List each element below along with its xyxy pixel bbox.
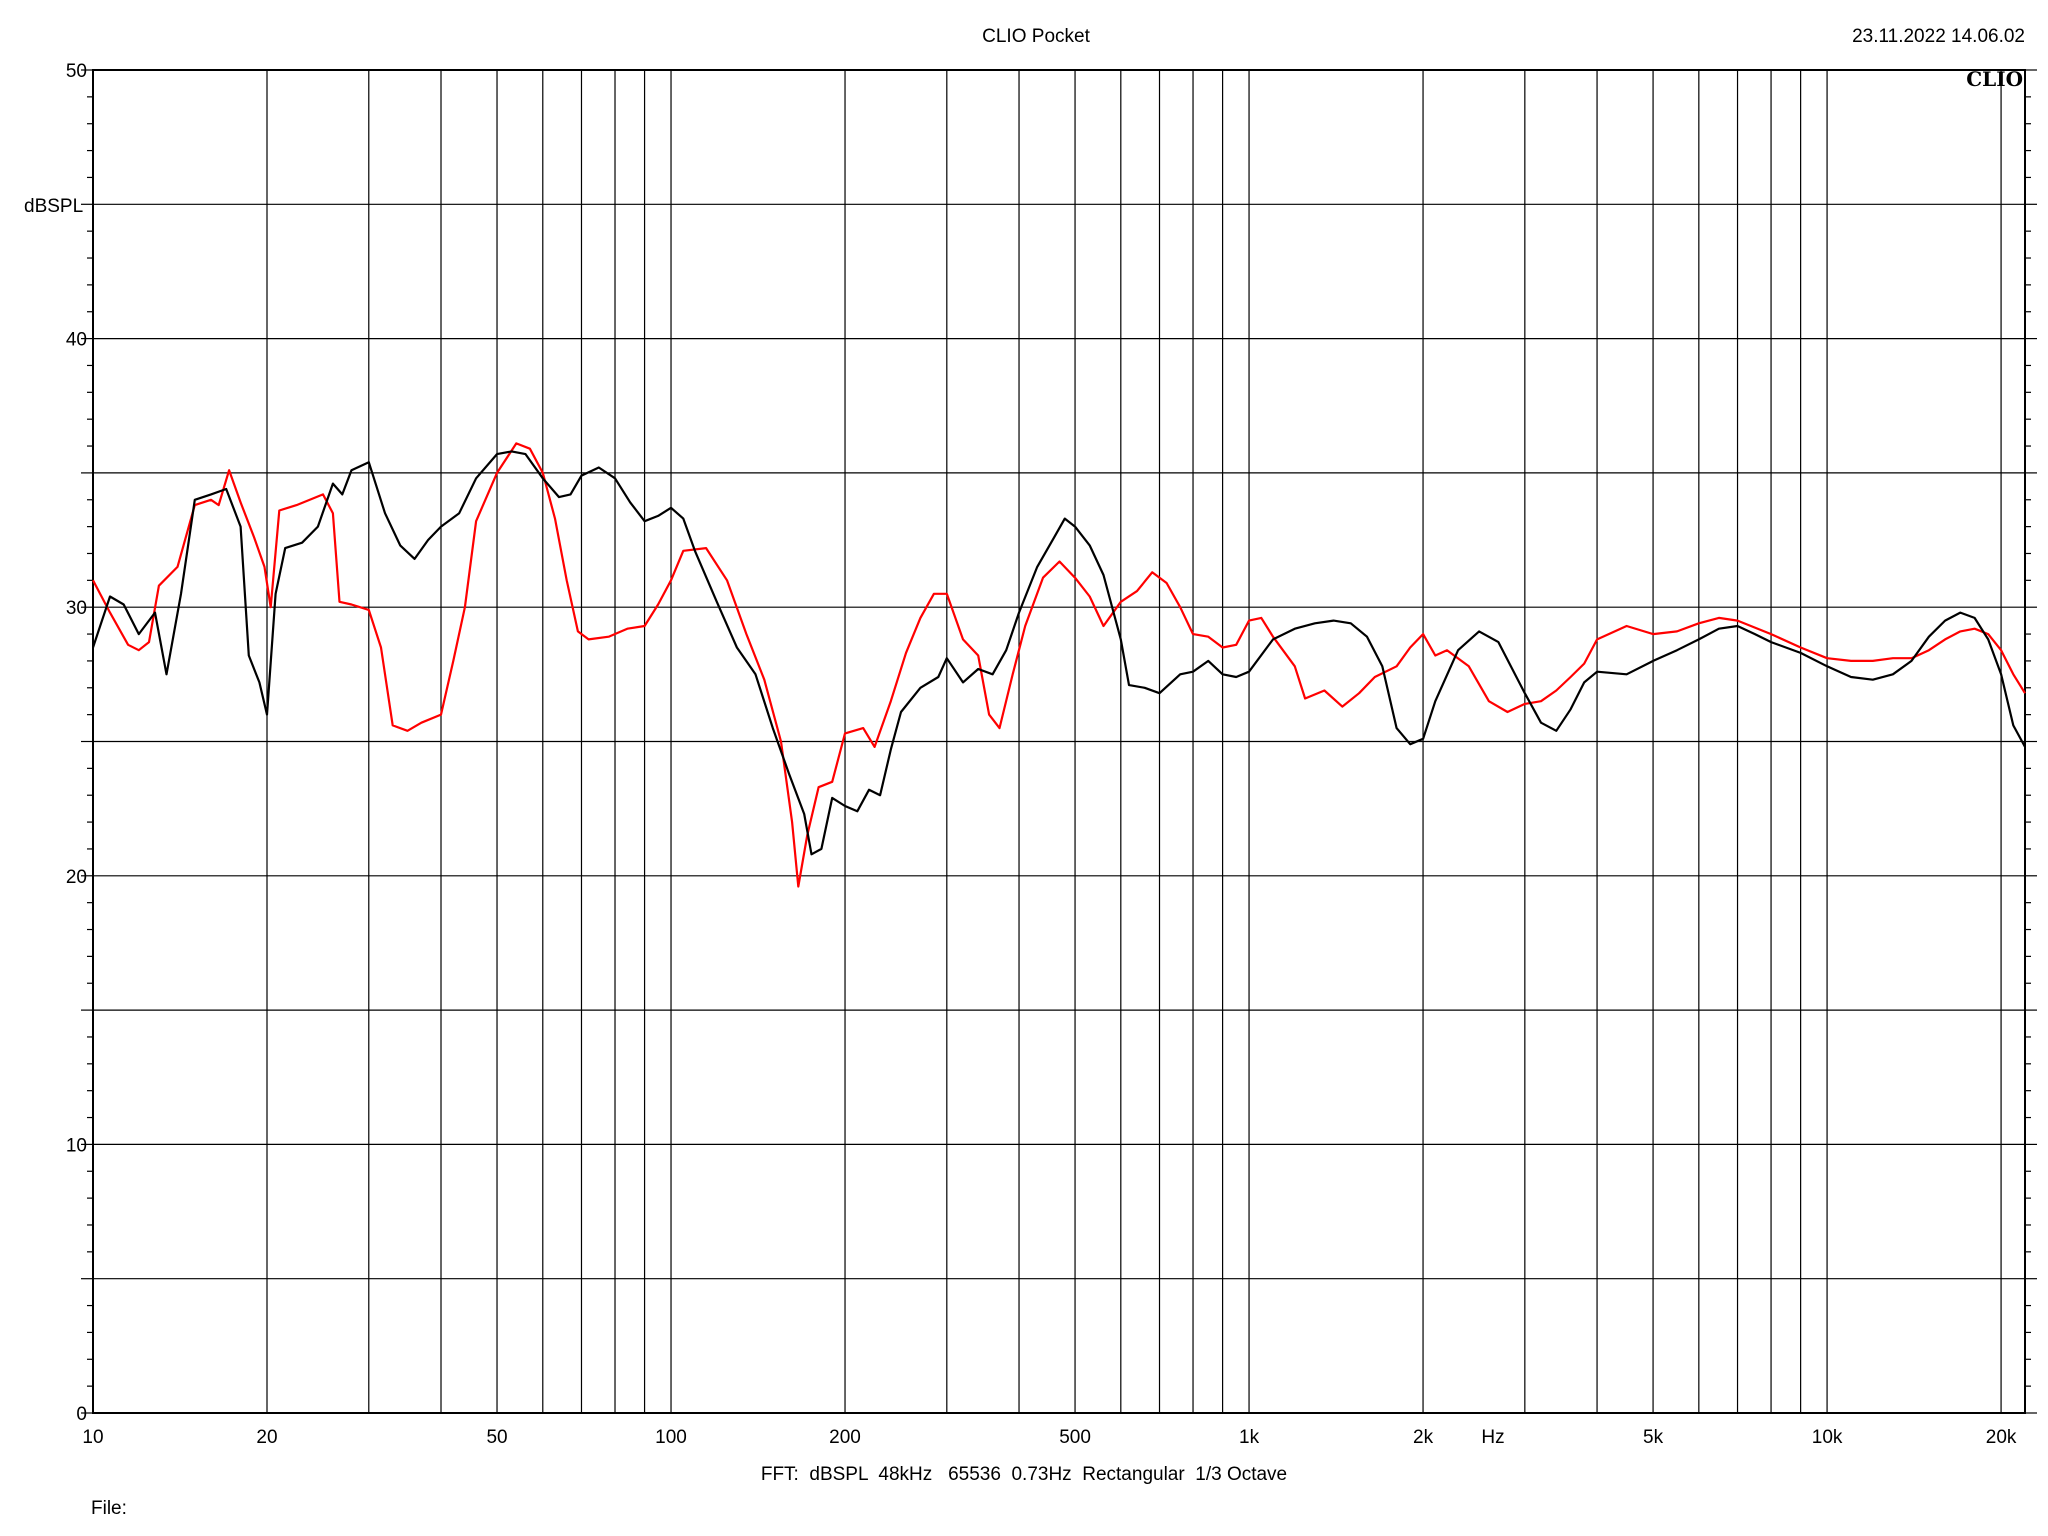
series-layer xyxy=(91,442,2026,888)
x-tick-label: 5k xyxy=(1643,1427,1664,1448)
file-label: File: xyxy=(91,1498,127,1519)
y-tick-label: 10 xyxy=(66,1135,87,1156)
y-tick-label: 0 xyxy=(76,1404,87,1425)
y-tick-label: 30 xyxy=(66,598,87,619)
clio-logo: CLIO xyxy=(1966,67,2023,91)
tick-marks xyxy=(81,69,2037,1414)
x-tick-label: 50 xyxy=(486,1427,507,1448)
x-tick-label: 100 xyxy=(655,1427,687,1448)
x-tick-label: 200 xyxy=(829,1427,861,1448)
measurement-settings: FFT: dBSPL 48kHz 65536 0.73Hz Rectangula… xyxy=(761,1464,1287,1485)
chart-title: CLIO Pocket xyxy=(982,26,1090,47)
y-tick-label: 20 xyxy=(66,867,87,888)
x-tick-label: 500 xyxy=(1059,1427,1091,1448)
x-tick-label: 1k xyxy=(1239,1427,1260,1448)
red-series-line xyxy=(92,442,2026,888)
y-axis-label: dBSPL xyxy=(24,196,83,217)
y-tick-label: 50 xyxy=(66,61,87,82)
x-tick-label: 10k xyxy=(1812,1427,1843,1448)
black-series-line xyxy=(91,450,2026,856)
x-tick-label: 2k xyxy=(1413,1427,1434,1448)
x-tick-label: 20 xyxy=(256,1427,277,1448)
timestamp: 23.11.2022 14.06.02 xyxy=(1852,26,2025,47)
y-tick-label: 40 xyxy=(66,330,87,351)
x-tick-label: 10 xyxy=(82,1427,103,1448)
x-tick-label: 20k xyxy=(1986,1427,2017,1448)
x-axis-label: Hz xyxy=(1481,1427,1504,1448)
